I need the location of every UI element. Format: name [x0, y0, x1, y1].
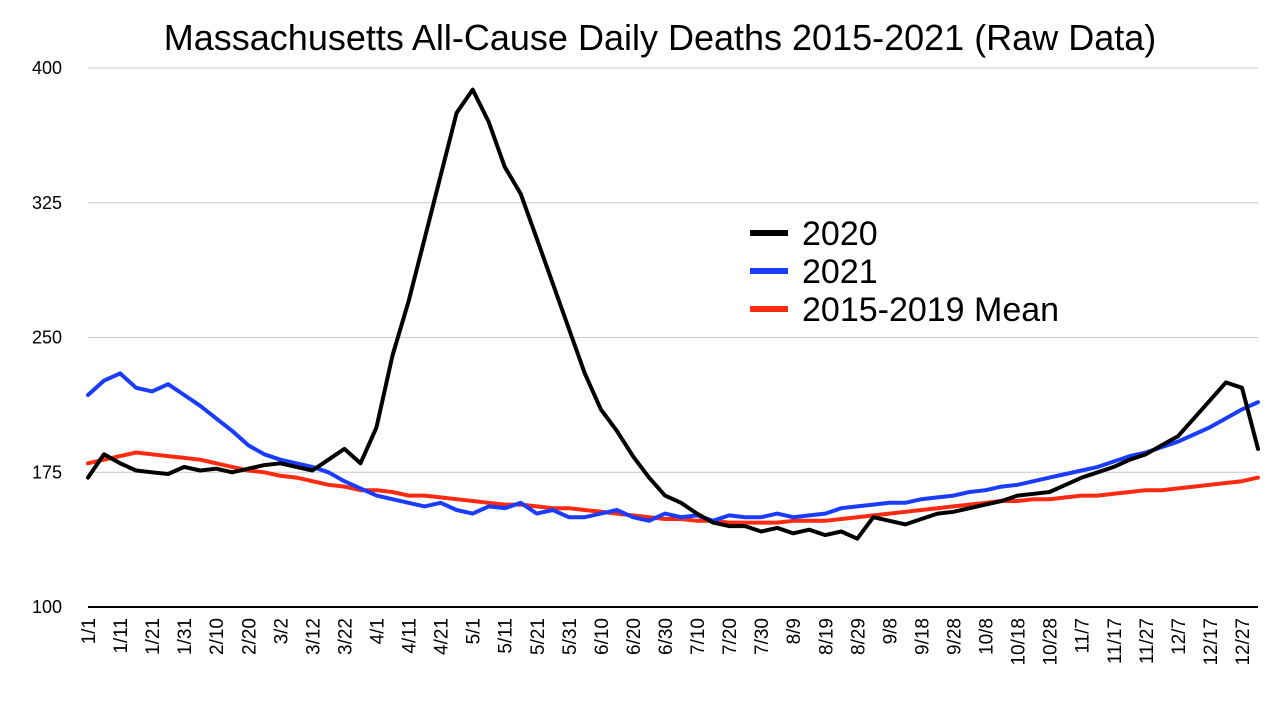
- x-tick-label: 5/21: [528, 618, 549, 655]
- x-tick-label: 9/18: [912, 618, 933, 655]
- x-tick-label: 1/11: [111, 618, 132, 654]
- legend-label: 2020: [802, 215, 878, 253]
- x-tick-label: 10/18: [1009, 618, 1030, 666]
- series-lines: [86, 87, 1260, 541]
- x-tick-label: 4/21: [432, 618, 453, 655]
- y-tick-label: 400: [32, 58, 62, 78]
- series-line-2020: [86, 87, 1260, 541]
- x-tick-label: 11/7: [1073, 618, 1094, 654]
- x-tick-label: 11/17: [1105, 618, 1126, 664]
- legend-label: 2015-2019 Mean: [802, 291, 1059, 329]
- legend-label: 2021: [802, 253, 878, 291]
- y-tick-label: 250: [32, 328, 62, 348]
- x-tick-label: 4/1: [367, 618, 388, 644]
- x-tick-label: 4/11: [400, 618, 421, 654]
- x-tick-label: 7/30: [752, 618, 773, 655]
- x-tick-label: 3/2: [271, 618, 292, 644]
- x-tick-label: 7/20: [720, 618, 741, 655]
- x-tick-label: 7/10: [688, 618, 709, 655]
- x-tick-label: 2/10: [207, 618, 228, 655]
- y-axis-ticks: 100 175 250 325 400: [32, 58, 62, 617]
- series-line-2015-2019-mean: [86, 450, 1260, 525]
- chart-title: Massachusetts All-Cause Daily Deaths 201…: [164, 17, 1156, 58]
- x-tick-label: 1/21: [143, 618, 164, 655]
- x-tick-label: 12/27: [1233, 618, 1254, 666]
- x-tick-label: 5/31: [560, 618, 581, 655]
- x-tick-label: 8/19: [816, 618, 837, 655]
- x-tick-label: 12/7: [1169, 618, 1190, 655]
- y-tick-label: 325: [32, 193, 62, 213]
- x-tick-label: 6/10: [592, 618, 613, 655]
- x-tick-label: 12/17: [1201, 618, 1222, 666]
- y-tick-label: 175: [32, 462, 62, 482]
- x-tick-label: 5/1: [464, 618, 485, 644]
- x-tick-label: 6/30: [656, 618, 677, 655]
- x-tick-label: 2/20: [239, 618, 260, 655]
- y-tick-label: 100: [32, 597, 62, 617]
- x-tick-label: 1/1: [79, 618, 100, 644]
- x-tick-label: 5/11: [496, 618, 517, 654]
- x-tick-label: 6/20: [624, 618, 645, 655]
- x-tick-label: 3/12: [303, 618, 324, 655]
- series-line-2021: [86, 371, 1260, 523]
- x-tick-label: 1/31: [175, 618, 196, 655]
- x-tick-label: 8/9: [784, 618, 805, 644]
- x-tick-label: 11/27: [1137, 618, 1158, 664]
- x-tick-label: 9/8: [880, 618, 901, 644]
- x-tick-label: 3/22: [335, 618, 356, 655]
- x-tick-label: 9/28: [944, 618, 965, 655]
- x-tick-label: 10/8: [977, 618, 998, 655]
- x-tick-label: 8/29: [848, 618, 869, 655]
- gridlines: [88, 67, 1258, 473]
- x-tick-label: 10/28: [1041, 618, 1062, 666]
- x-axis-ticks: 1/1 1/11 1/21 1/31 2/10 2/20 3/2 3/12 3/22 4/1 4/1…: [79, 618, 1254, 666]
